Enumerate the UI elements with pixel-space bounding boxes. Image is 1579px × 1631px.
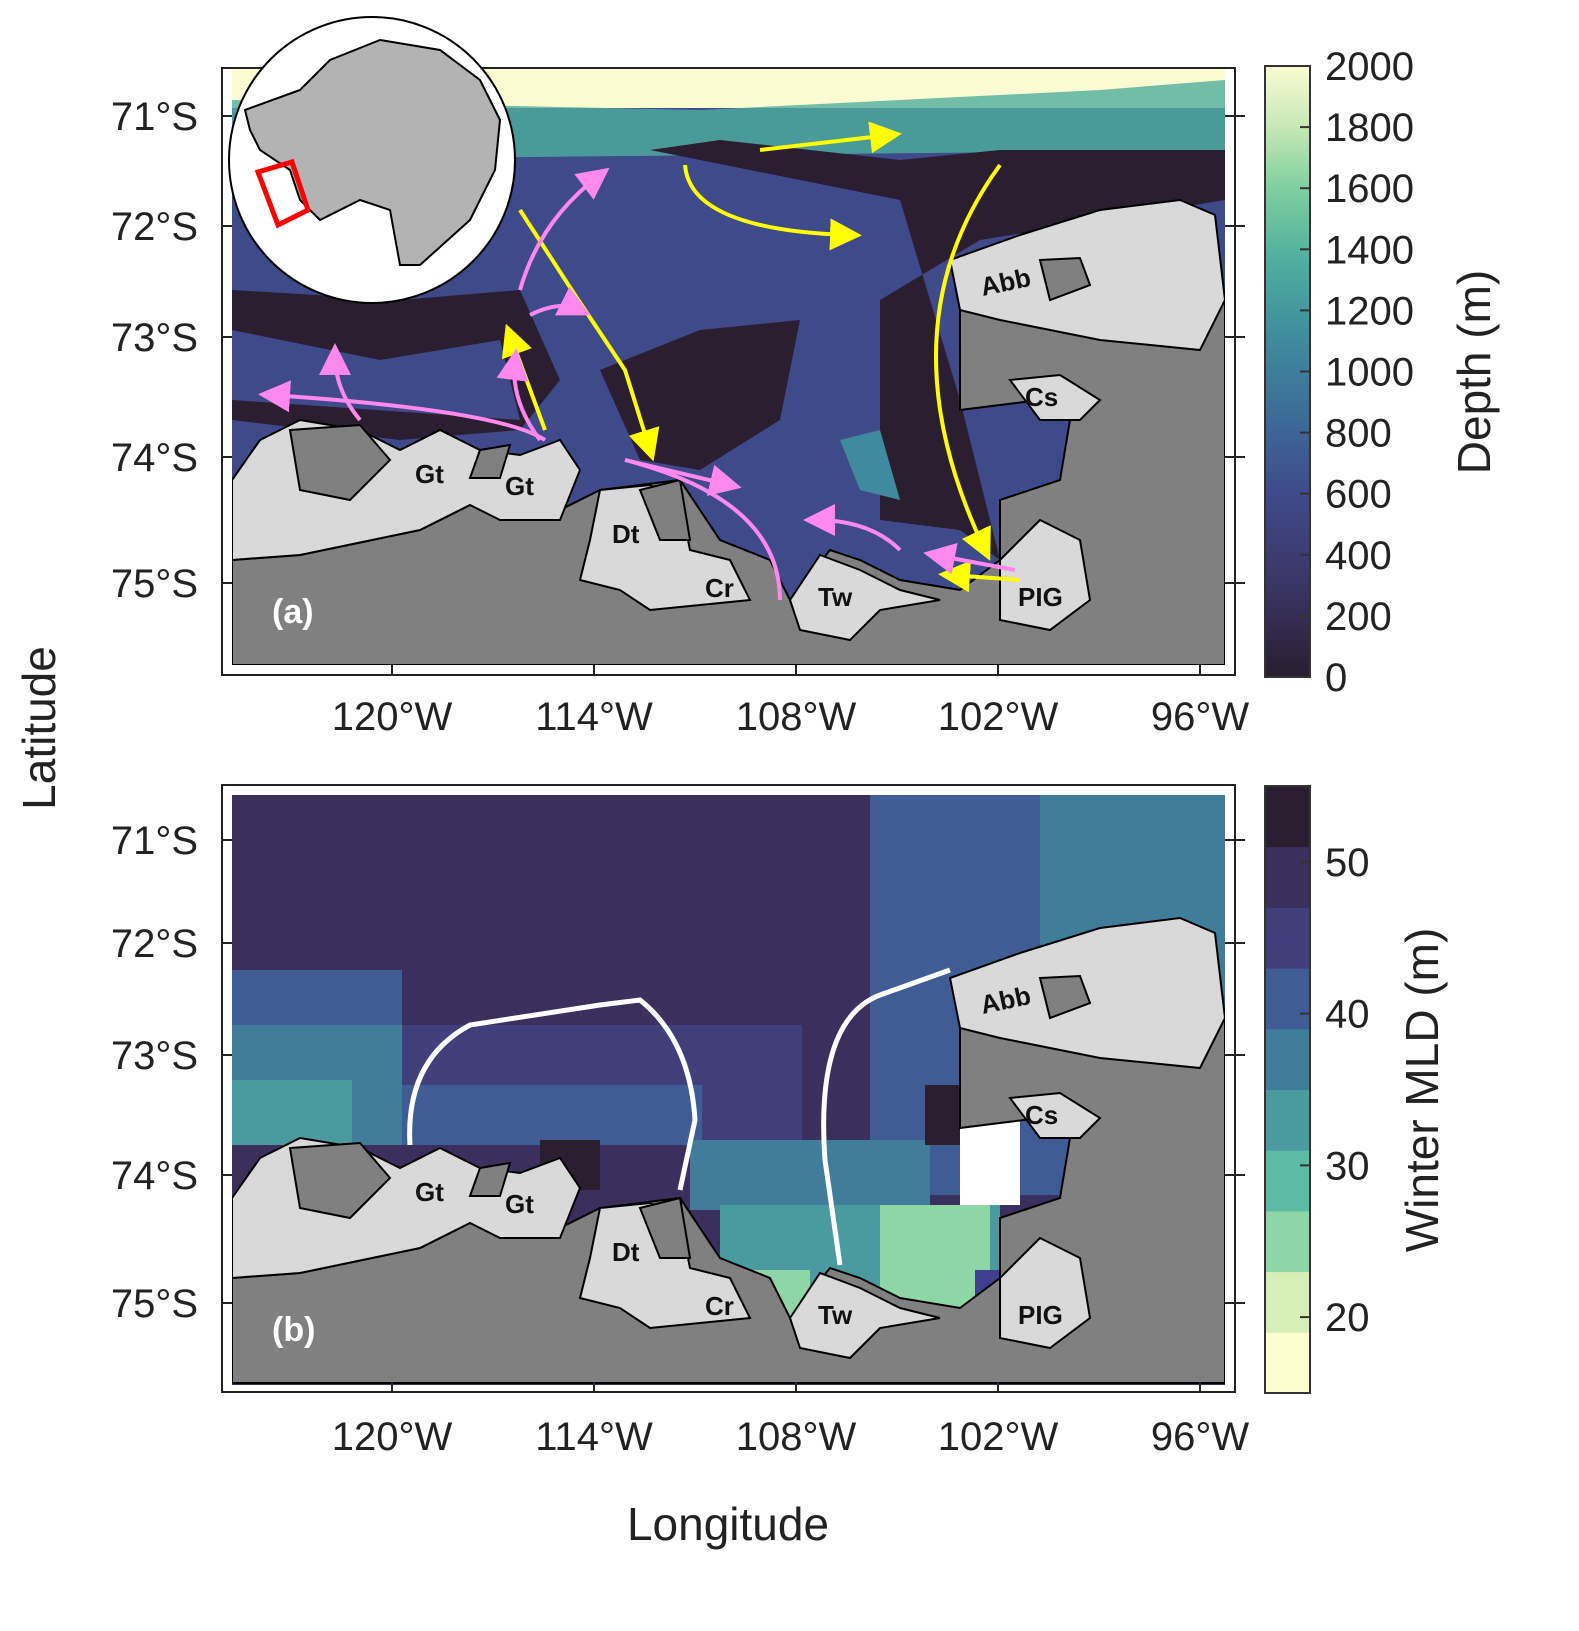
colorbar-mld-step: [1265, 1028, 1310, 1060]
lat-tick-label: 72°S: [111, 205, 198, 249]
colorbar-mld-step: [1265, 1210, 1310, 1242]
axes-ticks: 120°W 120°W 114°W 114°W 108°W 108°W 102°W 102°W…: [111, 95, 1250, 1459]
panel-a-arrows: [258, 121, 1021, 601]
colorbar-mld-step: [1265, 1180, 1310, 1212]
panel-a-label: (a): [272, 593, 314, 631]
colorbar-mld-step: [1265, 1059, 1310, 1090]
colorbar-mld-step: [1265, 907, 1310, 939]
lat-tick-label: 75°S: [111, 562, 198, 606]
inset-region-box: [254, 158, 312, 229]
colorbar-depth-tick: 1800: [1325, 106, 1414, 150]
lon-tick-label: 96°W: [1151, 1415, 1249, 1459]
colorbar-mld-step: [1265, 1332, 1310, 1364]
lon-tick-label: 108°W: [736, 1415, 857, 1459]
colorbar-mld-step: [1265, 786, 1310, 817]
panel-a-frame: [221, 67, 1236, 676]
colorbar-mld: [1265, 786, 1310, 1394]
colorbar-depth-tick: 800: [1325, 412, 1392, 456]
label-crosson: Cr: [705, 1291, 734, 1321]
label-cosgrove: Cs: [1025, 382, 1058, 412]
label-pig: PIG: [1018, 1300, 1063, 1330]
colorbar-depth-tick: 1600: [1325, 167, 1414, 211]
colorbar-mld-step: [1265, 1089, 1310, 1121]
panel-b-map: [232, 795, 1225, 1385]
colorbar-mld-tick: 30: [1325, 1144, 1370, 1188]
colorbar-depth-tick: 400: [1325, 534, 1392, 578]
colorbar-mld-step: [1265, 877, 1310, 908]
colorbar-mld-step: [1265, 1362, 1310, 1394]
lon-tick-label: 114°W: [535, 1415, 653, 1459]
label-thwaites: Tw: [818, 1300, 853, 1330]
colorbar-mld-tick: 40: [1325, 993, 1370, 1037]
label-crosson: Cr: [705, 573, 734, 603]
lon-tick-label: 108°W: [736, 695, 857, 739]
lat-tick-label: 74°S: [111, 1154, 198, 1198]
colorbar-mld-ticks: 50 40 30 20: [1300, 841, 1370, 1340]
colorbar-depth-tick: 1200: [1325, 289, 1414, 333]
lat-tick-label: 71°S: [111, 819, 198, 863]
colorbar-mld-step: [1265, 1241, 1310, 1273]
y-axis-label: Latitude: [13, 646, 65, 810]
label-thwaites: Tw: [818, 582, 853, 612]
colorbar-depth-tick: 1000: [1325, 351, 1414, 395]
lon-tick-label: 120°W: [332, 695, 453, 739]
lon-tick-label: 120°W: [332, 1415, 453, 1459]
colorbar-mld-tick: 50: [1325, 841, 1370, 885]
lon-tick-label: 96°W: [1151, 695, 1249, 739]
label-cosgrove: Cs: [1025, 1100, 1058, 1130]
lon-tick-label: 114°W: [535, 695, 653, 739]
label-getz-2: Gt: [505, 471, 534, 501]
label-dotson: Dt: [612, 1237, 640, 1267]
lat-tick-label: 73°S: [111, 316, 198, 360]
colorbar-mld-step: [1265, 1271, 1310, 1303]
lat-tick-label: 72°S: [111, 922, 198, 966]
lat-tick-label: 75°S: [111, 1282, 198, 1326]
label-dotson: Dt: [612, 519, 640, 549]
colorbar-mld-tick: 20: [1325, 1296, 1370, 1340]
label-getz-1: Gt: [415, 1177, 444, 1207]
inset-antarctica: [228, 16, 516, 304]
lon-tick-label: 102°W: [938, 1415, 1059, 1459]
colorbar-mld-step: [1265, 816, 1310, 848]
colorbar-depth-label: Depth (m): [1448, 270, 1500, 474]
colorbar-depth-tick: 200: [1325, 595, 1392, 639]
label-getz-2: Gt: [505, 1189, 534, 1219]
colorbar-mld-step: [1265, 937, 1310, 969]
label-pig: PIG: [1018, 582, 1063, 612]
colorbar-mld-label: Winter MLD (m): [1396, 928, 1448, 1253]
lon-tick-label: 102°W: [938, 695, 1059, 739]
lat-tick-label: 73°S: [111, 1034, 198, 1078]
lat-tick-label: 74°S: [111, 436, 198, 480]
panel-b-frame: [221, 784, 1236, 1393]
panel-a-place-labels: Gt Gt Dt Cr Tw PIG Abb Cs (a): [272, 262, 1063, 631]
label-getz-1: Gt: [415, 459, 444, 489]
lat-tick-label: 71°S: [111, 95, 198, 139]
colorbar-depth-tick: 2000: [1325, 45, 1414, 89]
colorbar-depth-tick: 0: [1325, 656, 1347, 700]
colorbar-mld-step: [1265, 968, 1310, 999]
panel-b-label: (b): [272, 1311, 315, 1349]
colorbar-depth-tick: 600: [1325, 473, 1392, 517]
colorbar-mld-step: [1265, 1119, 1310, 1151]
x-axis-label: Longitude: [627, 1498, 829, 1550]
colorbar-depth-tick: 1400: [1325, 228, 1414, 272]
